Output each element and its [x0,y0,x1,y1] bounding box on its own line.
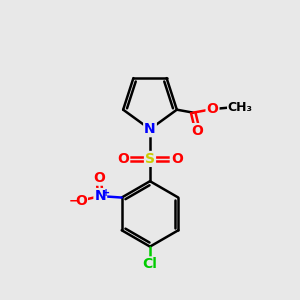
Text: N: N [144,122,156,136]
Text: O: O [93,171,105,184]
Text: O: O [207,102,218,116]
Text: S: S [145,152,155,166]
Text: O: O [192,124,204,138]
Text: −: − [69,195,80,208]
Text: Cl: Cl [142,257,158,272]
Text: CH₃: CH₃ [228,101,253,114]
Text: +: + [102,188,110,197]
Text: O: O [117,152,129,166]
Text: N: N [94,189,106,203]
Text: O: O [75,194,87,208]
Text: O: O [171,152,183,166]
